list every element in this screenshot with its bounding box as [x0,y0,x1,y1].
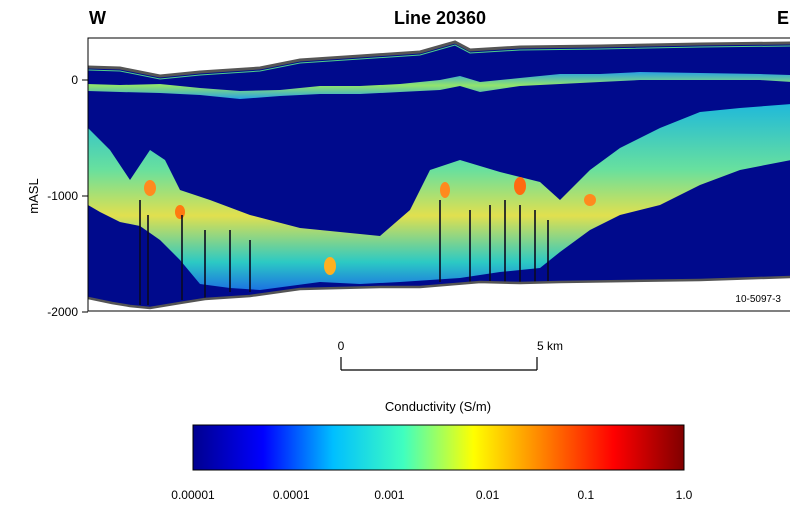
high-conductivity-patches [144,177,596,275]
colorbar-tick-label: 0.0001 [273,488,310,502]
colorbar-tick-label: 0.1 [577,488,594,502]
scale-bar-end-label: 5 km [537,339,563,353]
shallow-conductor-band [88,72,790,99]
west-label: W [89,8,106,28]
scale-bar: 0 5 km [338,339,563,371]
conductor-streaks [139,200,549,305]
colorbar-tick-label: 0.01 [476,488,500,502]
y-tick-label: 0 [71,73,78,87]
y-axis-label: mASL [26,178,41,213]
y-axis: 0 -1000 -2000 [47,73,88,319]
ground-surface-line [88,40,790,78]
plot-frame [87,37,790,312]
deep-conductor-body [88,104,790,290]
east-label: E [777,8,789,28]
surface-highlight-line [88,44,790,80]
chart-title: Line 20360 [394,8,486,28]
colorbar [192,424,685,471]
colorbar-ticks: 0.00001 0.0001 0.001 0.01 0.1 1.0 [171,488,692,502]
scale-bar-start-label: 0 [338,339,345,353]
colorbar-tick-label: 0.00001 [171,488,215,502]
colorbar-label: Conductivity (S/m) [385,399,491,414]
y-tick-label: -1000 [47,189,78,203]
doi-line [88,275,790,310]
colorbar-tick-label: 0.001 [374,488,404,502]
colorbar-tick-label: 1.0 [676,488,693,502]
section-plot [88,40,790,310]
y-tick-label: -2000 [47,305,78,319]
figure-code: 10-5097-3 [735,294,781,305]
